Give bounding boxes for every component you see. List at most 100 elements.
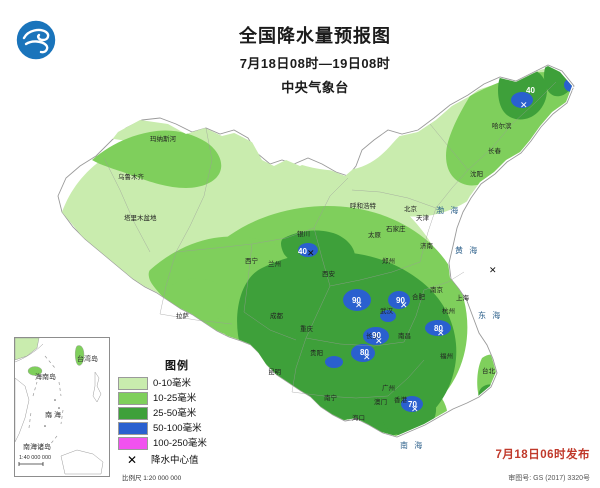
map-place-label: 武汉	[380, 308, 393, 315]
legend-label: 0-10毫米	[153, 378, 192, 389]
map-place-label: 香港	[394, 397, 407, 404]
map-place-label: 天津	[416, 215, 429, 222]
inset-label: 南 海	[45, 412, 61, 419]
rain-center-value: 40	[486, 253, 495, 262]
province-borders	[103, 81, 557, 399]
legend-swatch	[118, 437, 148, 450]
map-place-label: 澳门	[374, 399, 387, 406]
map-place-label: 乌鲁木齐	[118, 174, 144, 181]
legend-row: 50-100毫米	[118, 422, 236, 435]
page-title: 全国降水量预报图	[239, 26, 391, 46]
x-marker-icon: ✕	[126, 453, 138, 467]
inset-label: 海南岛	[35, 374, 56, 381]
rain-center-value: 70	[408, 400, 417, 409]
legend-row: 100-250毫米	[118, 437, 236, 450]
inset-label: 南海诸岛	[23, 444, 51, 451]
map-place-label: 重庆	[300, 326, 313, 333]
rain-center-value: 80	[360, 348, 369, 357]
issuing-org: 中央气象台	[281, 80, 349, 95]
rain-center-value: 90	[396, 296, 405, 305]
map-place-label: 福州	[440, 353, 453, 360]
rain-center-x-icon: ✕	[520, 100, 528, 110]
legend-label: 10-25毫米	[153, 393, 197, 404]
map-place-label: 太原	[368, 232, 381, 239]
map-place-label: 沈阳	[470, 171, 483, 178]
map-place-label: 海口	[352, 415, 365, 422]
rain-center-x-icon: ✕	[375, 336, 383, 346]
legend-row: 0-10毫米	[118, 377, 236, 390]
sea-label: 渤 海	[436, 206, 461, 215]
rain-center-value: 40	[526, 86, 535, 95]
main-scale-text: 比例尺 1:20 000 000	[122, 475, 182, 482]
map-place-label: 济南	[420, 243, 433, 250]
inset-scale-text: 1:40 000 000	[19, 455, 52, 461]
sea-label: 南 海	[400, 441, 425, 450]
map-place-label: 上海	[456, 295, 469, 302]
inset-label: 台湾岛	[77, 356, 98, 363]
sea-label: 东 海	[478, 311, 503, 320]
map-place-label: 长春	[488, 148, 501, 155]
rain-center-x-icon: ✕	[489, 265, 497, 275]
map-place-label: 贵阳	[310, 350, 323, 357]
map-place-label: 台北	[482, 368, 495, 375]
map-place-label: 南昌	[398, 333, 411, 340]
legend-swatch	[118, 392, 148, 405]
legend-center-label: 降水中心值	[151, 454, 199, 466]
map-place-label: 银川	[297, 231, 310, 238]
map-place-label: 呼和浩特	[350, 203, 376, 210]
map-approval-number: 审图号: GS (2017) 3320号	[508, 475, 590, 482]
title-block: 全国降水量预报图 7月18日08时—19日08时 中央气象台	[185, 24, 445, 97]
legend-row: 25-50毫米	[118, 407, 236, 420]
map-place-label: 北京	[404, 206, 417, 213]
rain-center-x-icon: ✕	[363, 352, 371, 362]
rain-center-x-icon: ✕	[355, 300, 363, 310]
legend-swatch	[118, 422, 148, 435]
rain-center-x-icon: ✕	[437, 328, 445, 338]
map-place-label: 兰州	[268, 261, 281, 268]
legend-swatch	[118, 377, 148, 390]
rain-center-value: 80	[434, 324, 443, 333]
rain-center-x-icon: ✕	[495, 405, 503, 415]
rain-center-x-icon: ✕	[571, 84, 579, 94]
map-place-label: 南京	[430, 287, 443, 294]
map-place-label: 塔里木盆地	[124, 215, 157, 222]
rain-center-value: 90	[492, 401, 501, 410]
map-place-label: 石家庄	[386, 226, 406, 233]
cma-logo	[14, 18, 58, 62]
map-place-label: 拉萨	[176, 313, 189, 320]
map-place-label: 郑州	[382, 258, 395, 265]
map-place-label: 广州	[382, 385, 395, 392]
rain-center-x-icon: ✕	[307, 248, 315, 258]
map-place-label: 西宁	[245, 258, 258, 265]
legend-label: 25-50毫米	[153, 408, 197, 419]
rain-center-value: 40	[298, 247, 307, 256]
legend-center-row: ✕ 降水中心值	[118, 453, 236, 467]
legend-label: 50-100毫米	[153, 423, 202, 434]
map-place-label: 南宁	[324, 395, 337, 402]
map-place-label: 哈尔滨	[492, 123, 512, 130]
map-place-label: 玛纳斯河	[150, 136, 176, 143]
map-place-label: 杭州	[442, 308, 455, 315]
forecast-period: 7月18日08时—19日08时	[239, 56, 391, 71]
rain-center-value: 90	[372, 331, 381, 340]
map-place-label: 成都	[270, 313, 283, 320]
map-place-label: 合肥	[412, 294, 425, 301]
map-place-label: 昆明	[268, 369, 281, 376]
rain-center-value: 90	[352, 296, 361, 305]
issue-time: 7月18日06时发布	[495, 449, 590, 461]
legend-title: 图例	[165, 360, 189, 372]
map-place-label: 西安	[322, 271, 335, 278]
rain-center-x-icon: ✕	[411, 404, 419, 414]
legend: 图例 0-10毫米 10-25毫米 25-50毫米 50-100毫米 100-250毫米…	[118, 357, 236, 467]
rain-center-x-icon: ✕	[400, 300, 408, 310]
legend-row: 10-25毫米	[118, 392, 236, 405]
sea-label: 黄 海	[455, 246, 480, 255]
map-place-label: 长沙	[366, 333, 379, 340]
rain-center-value: 40	[574, 72, 583, 81]
south-china-sea-inset: 南海诸岛 南 海 台湾岛海南岛 1:40 000 000	[14, 337, 110, 477]
inset-map-canvas	[15, 338, 109, 476]
legend-label: 100-250毫米	[153, 438, 207, 449]
legend-swatch	[118, 407, 148, 420]
